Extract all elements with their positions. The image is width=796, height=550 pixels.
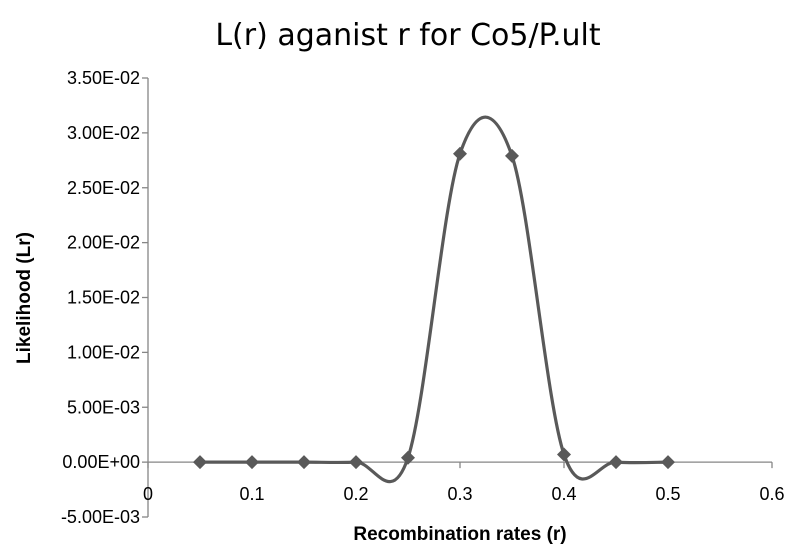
- y-tick-label: 1.00E-02: [67, 342, 140, 362]
- series-group: [193, 115, 675, 484]
- x-tick-label: 0.6: [759, 484, 784, 504]
- x-tick-label: 0.3: [447, 484, 472, 504]
- x-tick-label: 0.1: [239, 484, 264, 504]
- data-point-marker: [661, 455, 675, 470]
- y-tick-label: 5.00E-03: [67, 397, 140, 417]
- y-tick-label: 2.50E-02: [67, 178, 140, 198]
- x-tick-label: 0.5: [655, 484, 680, 504]
- y-axis-label: Likelihood (Lr): [14, 232, 35, 364]
- x-tick-label: 0.4: [551, 484, 576, 504]
- y-tick-label: 2.00E-02: [67, 233, 140, 253]
- data-point-marker: [401, 450, 415, 465]
- series-line: [200, 115, 669, 484]
- data-point-marker: [505, 148, 519, 163]
- y-axis: -5.00E-03 0.00E+00 5.00E-03 1.00E-02 1.50E-0…: [61, 68, 149, 527]
- data-point-marker: [297, 455, 311, 470]
- y-tick-label: 1.50E-02: [67, 288, 140, 308]
- chart-title: L(r) aganist r for Co5/P.ult: [215, 18, 601, 53]
- y-tick-label: -5.00E-03: [61, 507, 140, 527]
- data-point-marker: [453, 146, 467, 161]
- y-tick-label: 3.50E-02: [67, 68, 140, 88]
- data-point-marker: [193, 455, 207, 470]
- data-point-marker: [245, 455, 259, 470]
- x-tick-label: 0: [143, 484, 153, 504]
- y-tick-label: 0.00E+00: [62, 452, 140, 472]
- y-tick-label: 3.00E-02: [67, 123, 140, 143]
- data-point-marker: [557, 447, 571, 462]
- data-point-marker: [609, 455, 623, 470]
- x-tick-label: 0.2: [343, 484, 368, 504]
- data-point-marker: [349, 455, 363, 470]
- x-axis-label: Recombination rates (r): [353, 524, 566, 545]
- x-axis: 0 0.1 0.2 0.3 0.4 0.5 0.6: [143, 461, 785, 504]
